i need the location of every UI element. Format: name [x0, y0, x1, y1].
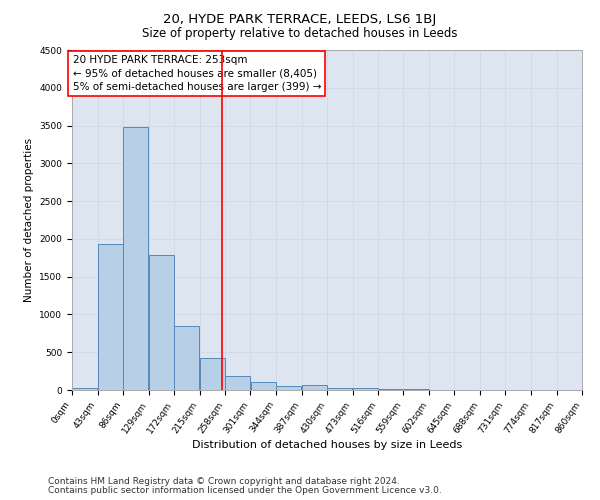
Text: Contains public sector information licensed under the Open Government Licence v3: Contains public sector information licen…	[48, 486, 442, 495]
Bar	[327, 388, 352, 390]
Text: 20, HYDE PARK TERRACE, LEEDS, LS6 1BJ: 20, HYDE PARK TERRACE, LEEDS, LS6 1BJ	[163, 12, 437, 26]
Bar	[353, 388, 378, 390]
Bar	[149, 255, 174, 390]
Text: Contains HM Land Registry data © Crown copyright and database right 2024.: Contains HM Land Registry data © Crown c…	[48, 477, 400, 486]
Bar	[174, 326, 199, 390]
Text: 20 HYDE PARK TERRACE: 253sqm
← 95% of detached houses are smaller (8,405)
5% of : 20 HYDE PARK TERRACE: 253sqm ← 95% of de…	[73, 55, 321, 92]
Text: Size of property relative to detached houses in Leeds: Size of property relative to detached ho…	[142, 28, 458, 40]
Bar	[225, 376, 250, 390]
Bar	[72, 388, 97, 390]
Bar	[123, 127, 148, 390]
Y-axis label: Number of detached properties: Number of detached properties	[24, 138, 34, 302]
Bar	[200, 358, 225, 390]
Bar	[276, 386, 301, 390]
Bar	[302, 386, 327, 390]
X-axis label: Distribution of detached houses by size in Leeds: Distribution of detached houses by size …	[192, 440, 462, 450]
Bar	[98, 244, 123, 390]
Bar	[251, 382, 276, 390]
